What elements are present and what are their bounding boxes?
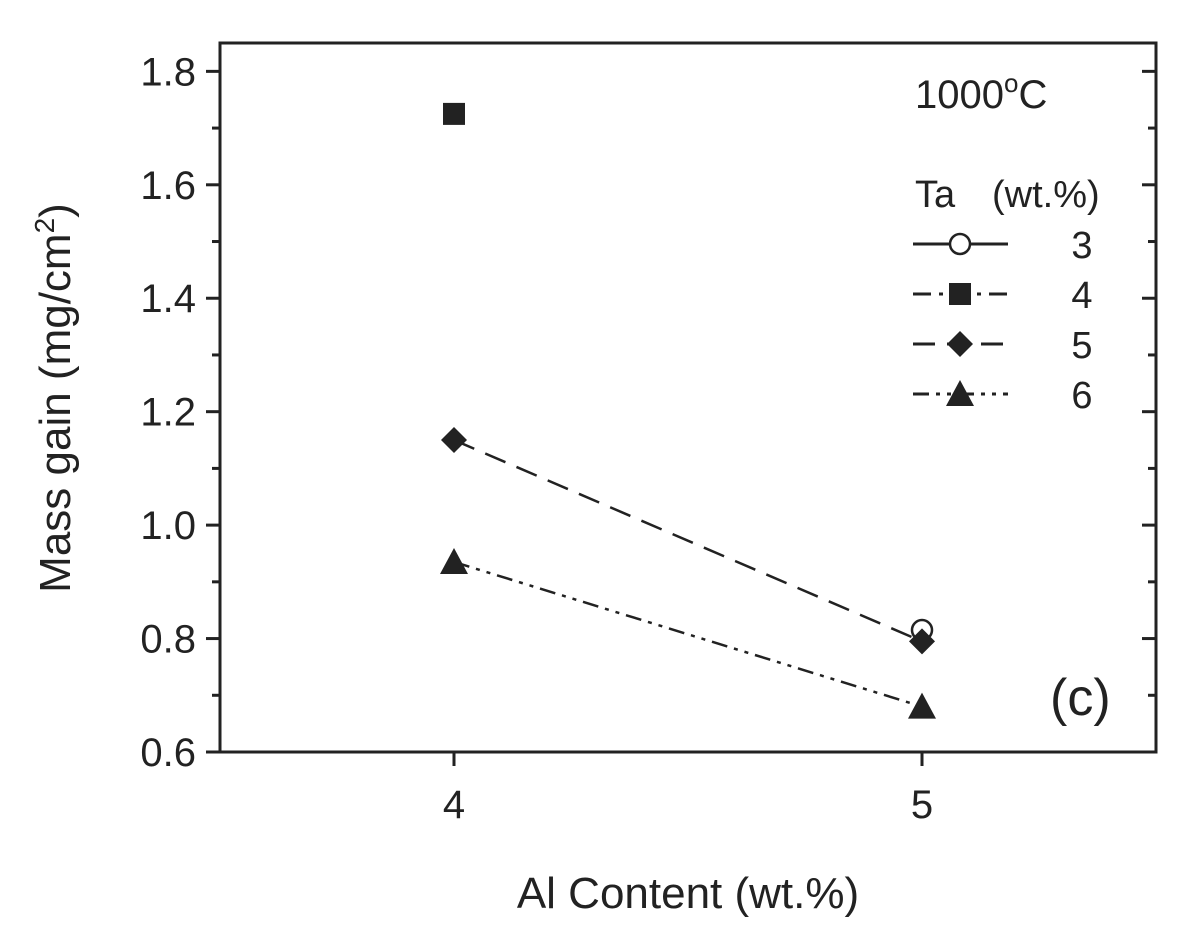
legend-marker-ta-5 [947, 331, 973, 357]
legend-title: Ta (wt.%) [915, 174, 1100, 216]
y-axis-title: Mass gain (mg/cm2) [29, 203, 80, 593]
legend-marker-ta-6 [946, 380, 974, 406]
x-axis-title: Al Content (wt.%) [517, 869, 859, 918]
x-tick-label: 5 [911, 783, 933, 827]
legend-label-ta-5: 5 [1071, 325, 1092, 367]
panel-label: (c) [1050, 669, 1111, 727]
legend: 3 4 5 6 [913, 225, 1093, 417]
data-point-ta-6 [440, 547, 468, 574]
y-tick-label: 1.8 [140, 50, 196, 94]
y-tick-label: 0.6 [140, 731, 196, 775]
y-tick-label: 1.0 [140, 504, 196, 548]
data-point-ta-5 [441, 427, 467, 454]
data-point-ta-4 [443, 102, 465, 125]
y-tick-label: 1.4 [140, 277, 196, 321]
axes: 0.6 0.8 1.0 1.2 1.4 1.6 1.8 4 5 [140, 50, 1156, 827]
legend-label-ta-3: 3 [1071, 225, 1092, 267]
series-lines [453, 438, 923, 708]
temperature-annotation: 1000oC [915, 68, 1047, 117]
legend-label-ta-6: 6 [1071, 375, 1092, 417]
plot-frame [218, 41, 1158, 754]
y-tick-label: 0.8 [140, 618, 196, 662]
y-tick-label: 1.2 [140, 391, 196, 435]
y-tick-label: 1.6 [140, 164, 196, 208]
legend-marker-ta-4 [949, 283, 971, 305]
x-tick-label: 4 [443, 783, 465, 827]
legend-label-ta-4: 4 [1071, 275, 1092, 317]
series-line-ta-5 [453, 438, 923, 643]
series-line-ta-6 [453, 560, 923, 708]
data-point-ta-5 [909, 628, 935, 655]
series-markers [440, 102, 936, 719]
y-axis-title-superscript: 2 [29, 218, 60, 234]
legend-marker-ta-3 [948, 232, 972, 256]
data-point-ta-6 [908, 692, 936, 719]
